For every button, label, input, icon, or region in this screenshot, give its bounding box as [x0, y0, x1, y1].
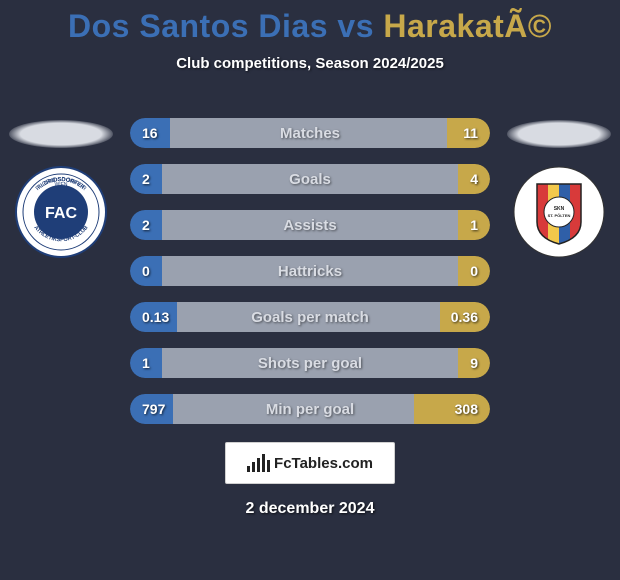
watermark-bars-icon — [247, 454, 270, 472]
subtitle: Club competitions, Season 2024/2025 — [0, 55, 620, 72]
bar-icon-segment — [267, 460, 270, 472]
stat-row: 797308Min per goal — [130, 394, 490, 424]
stat-label: Min per goal — [130, 394, 490, 424]
player-silhouette-right — [507, 120, 611, 148]
team-right-column: SKN ST. PÖLTEN — [504, 120, 614, 258]
stat-row: 00Hattricks — [130, 256, 490, 286]
stat-label: Shots per goal — [130, 348, 490, 378]
stat-label: Hattricks — [130, 256, 490, 286]
stat-row: 1611Matches — [130, 118, 490, 148]
stat-row: 21Assists — [130, 210, 490, 240]
stat-label: Goals per match — [130, 302, 490, 332]
team-left-badge-text: FAC — [45, 205, 77, 222]
team-right-badge: SKN ST. PÖLTEN — [513, 166, 605, 258]
bar-icon-segment — [262, 454, 265, 472]
bar-icon-segment — [252, 462, 255, 472]
watermark: FcTables.com — [225, 442, 395, 484]
title-left: Dos Santos Dias vs — [68, 8, 383, 44]
stat-label: Matches — [130, 118, 490, 148]
page-title: Dos Santos Dias vs HarakatÃ© — [0, 0, 620, 45]
comparison-infographic: Dos Santos Dias vs HarakatÃ© Club compet… — [0, 0, 620, 580]
stat-row: 24Goals — [130, 164, 490, 194]
team-left-badge: FAC FLORIDSDORFER FLORIDSDORFER ATHLETIK… — [15, 166, 107, 258]
svg-text:SKN: SKN — [554, 206, 565, 212]
svg-text:ST. PÖLTEN: ST. PÖLTEN — [548, 213, 571, 218]
stat-row: 19Shots per goal — [130, 348, 490, 378]
bar-icon-segment — [257, 458, 260, 472]
team-left-column: FAC FLORIDSDORFER FLORIDSDORFER ATHLETIK… — [6, 120, 116, 258]
svg-text:WIEN: WIEN — [54, 182, 67, 188]
watermark-text: FcTables.com — [274, 455, 373, 472]
stat-label: Goals — [130, 164, 490, 194]
bar-icon-segment — [247, 466, 250, 472]
player-silhouette-left — [9, 120, 113, 148]
title-right: HarakatÃ© — [383, 8, 552, 44]
stat-row: 0.130.36Goals per match — [130, 302, 490, 332]
stat-label: Assists — [130, 210, 490, 240]
date-label: 2 december 2024 — [0, 500, 620, 518]
stats-container: 1611Matches 24Goals 21Assists 00Hattricks 0.… — [130, 118, 490, 440]
